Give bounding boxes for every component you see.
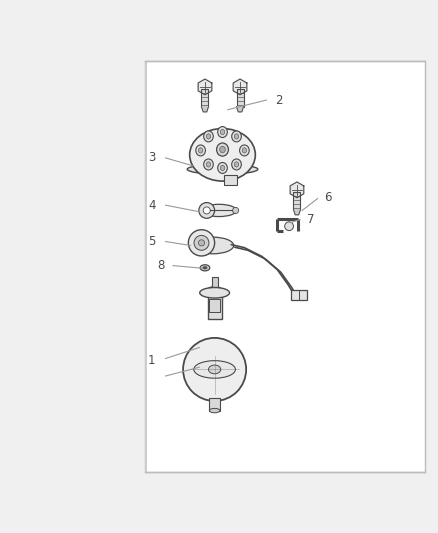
Circle shape bbox=[188, 230, 215, 256]
Ellipse shape bbox=[220, 165, 225, 171]
Text: 8: 8 bbox=[157, 259, 164, 272]
Polygon shape bbox=[198, 79, 212, 95]
Ellipse shape bbox=[240, 145, 249, 156]
Text: 1: 1 bbox=[148, 354, 155, 367]
Ellipse shape bbox=[203, 266, 207, 269]
Ellipse shape bbox=[220, 130, 225, 135]
Ellipse shape bbox=[204, 131, 213, 142]
Circle shape bbox=[198, 240, 205, 246]
Text: 7: 7 bbox=[307, 213, 314, 226]
Circle shape bbox=[233, 207, 239, 214]
Ellipse shape bbox=[192, 237, 234, 254]
Ellipse shape bbox=[194, 361, 236, 378]
FancyBboxPatch shape bbox=[237, 89, 244, 107]
Text: 6: 6 bbox=[324, 191, 332, 204]
Polygon shape bbox=[293, 209, 300, 215]
Ellipse shape bbox=[234, 162, 239, 167]
Text: 4: 4 bbox=[148, 199, 155, 212]
Ellipse shape bbox=[218, 126, 227, 138]
FancyBboxPatch shape bbox=[209, 398, 220, 410]
Polygon shape bbox=[237, 107, 244, 112]
Polygon shape bbox=[201, 107, 208, 112]
Ellipse shape bbox=[216, 143, 229, 156]
Ellipse shape bbox=[208, 365, 221, 374]
Ellipse shape bbox=[187, 164, 258, 174]
Polygon shape bbox=[233, 79, 247, 95]
Ellipse shape bbox=[208, 287, 222, 292]
Text: 3: 3 bbox=[148, 151, 155, 164]
Ellipse shape bbox=[198, 148, 203, 153]
Ellipse shape bbox=[206, 134, 211, 139]
Text: 2: 2 bbox=[275, 94, 283, 107]
Ellipse shape bbox=[232, 131, 241, 142]
Ellipse shape bbox=[242, 148, 247, 153]
Text: 5: 5 bbox=[148, 235, 155, 248]
FancyBboxPatch shape bbox=[209, 300, 220, 312]
FancyBboxPatch shape bbox=[208, 289, 222, 319]
FancyBboxPatch shape bbox=[201, 89, 208, 107]
Circle shape bbox=[194, 236, 209, 251]
Ellipse shape bbox=[190, 128, 255, 181]
Ellipse shape bbox=[204, 159, 213, 170]
FancyBboxPatch shape bbox=[212, 277, 218, 287]
Ellipse shape bbox=[209, 408, 220, 413]
FancyBboxPatch shape bbox=[293, 192, 300, 209]
Polygon shape bbox=[290, 182, 304, 198]
Ellipse shape bbox=[201, 204, 237, 216]
FancyBboxPatch shape bbox=[224, 175, 237, 184]
FancyBboxPatch shape bbox=[145, 61, 147, 472]
Ellipse shape bbox=[234, 134, 239, 139]
Circle shape bbox=[199, 203, 215, 219]
FancyBboxPatch shape bbox=[145, 61, 425, 472]
Ellipse shape bbox=[232, 159, 241, 170]
Ellipse shape bbox=[219, 146, 225, 153]
Circle shape bbox=[203, 207, 210, 214]
Ellipse shape bbox=[200, 265, 210, 271]
FancyBboxPatch shape bbox=[291, 290, 307, 300]
Circle shape bbox=[183, 338, 246, 401]
Ellipse shape bbox=[196, 145, 205, 156]
Ellipse shape bbox=[218, 163, 227, 173]
Ellipse shape bbox=[200, 287, 230, 298]
Circle shape bbox=[285, 222, 293, 231]
Ellipse shape bbox=[206, 162, 211, 167]
